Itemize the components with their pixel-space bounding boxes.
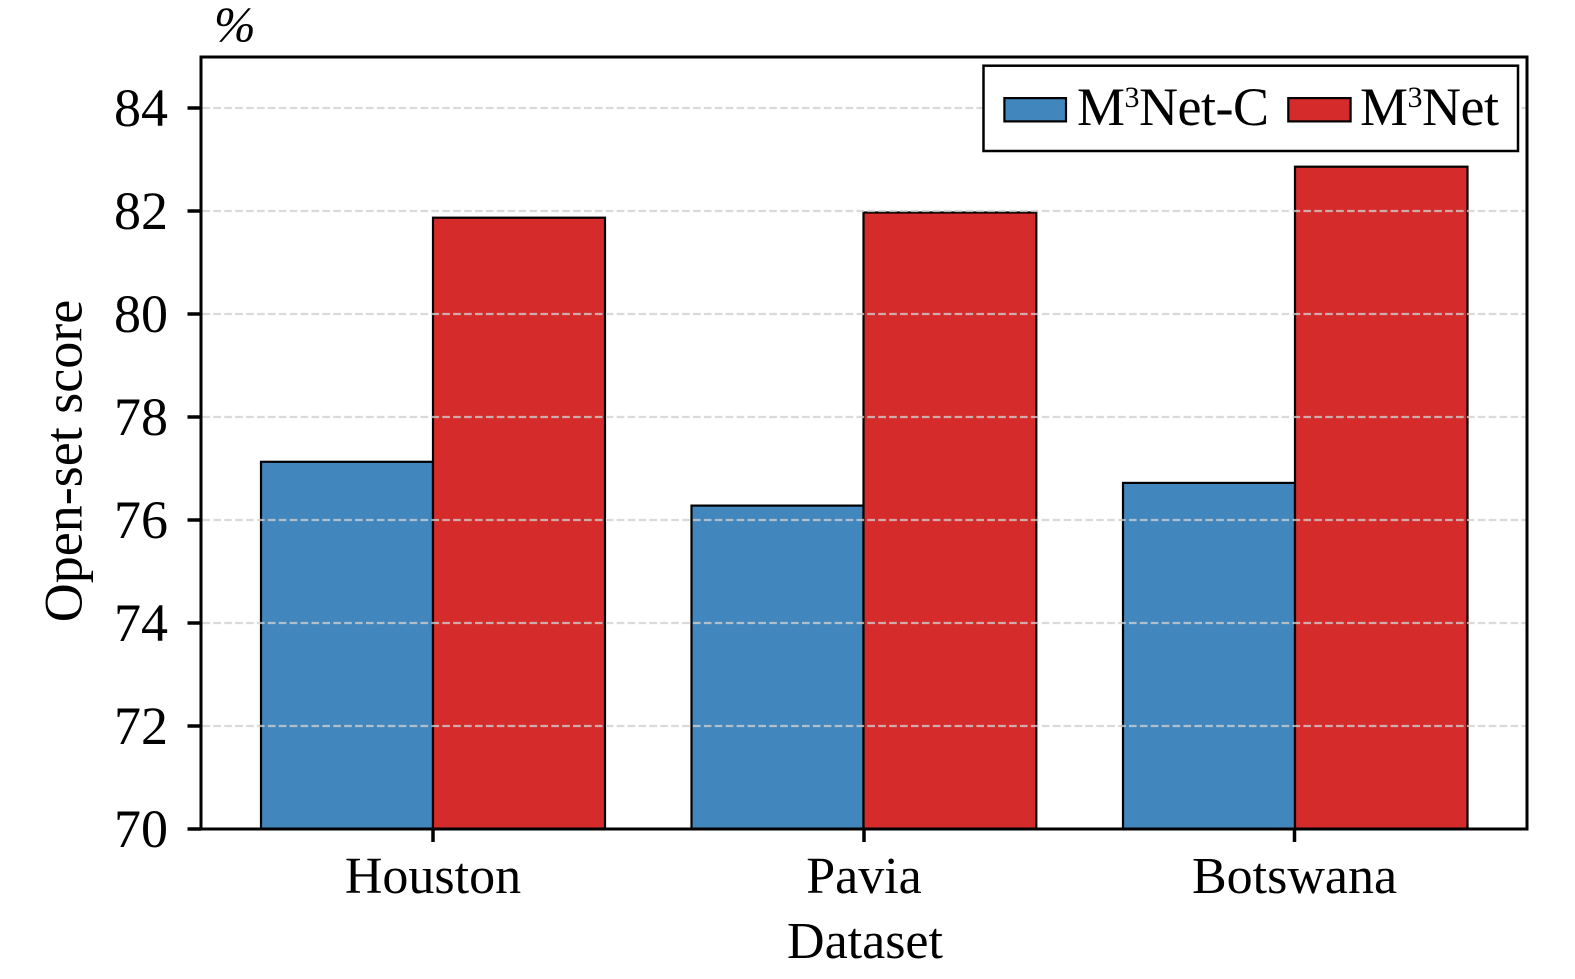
svg-text:Pavia: Pavia — [806, 848, 922, 905]
svg-text:84: 84 — [114, 78, 168, 138]
svg-text:80: 80 — [114, 284, 168, 344]
svg-text:M3Net: M3Net — [1360, 77, 1499, 137]
svg-text:76: 76 — [114, 490, 168, 550]
svg-text:70: 70 — [114, 799, 168, 859]
svg-text:Botswana: Botswana — [1192, 848, 1397, 905]
svg-text:Open-set score: Open-set score — [34, 300, 94, 622]
svg-text:78: 78 — [114, 387, 168, 447]
svg-text:74: 74 — [114, 593, 168, 653]
svg-text:%: % — [214, 0, 256, 52]
svg-text:Houston: Houston — [345, 848, 521, 905]
svg-text:M3Net-C: M3Net-C — [1077, 77, 1268, 137]
svg-text:Dataset: Dataset — [787, 913, 943, 970]
svg-text:72: 72 — [114, 696, 168, 756]
svg-text:82: 82 — [114, 181, 168, 241]
